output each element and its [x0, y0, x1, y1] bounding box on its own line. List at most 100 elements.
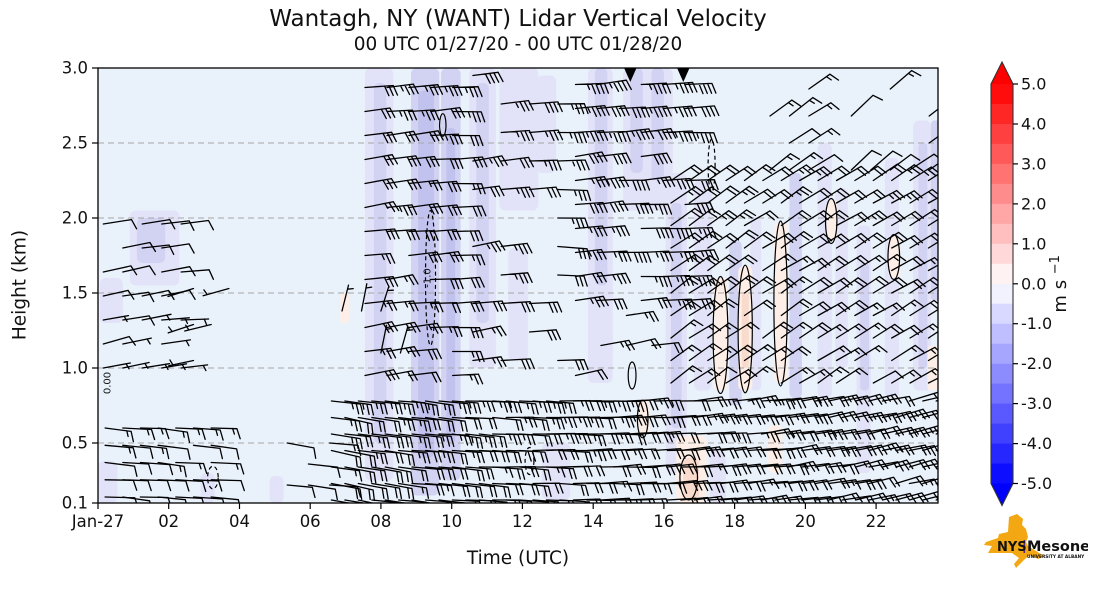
- wind-barb: [733, 397, 766, 409]
- wind-barb: [928, 135, 938, 144]
- wind-barb: [364, 107, 396, 120]
- wind-barb: [424, 433, 455, 448]
- wind-barb: [411, 400, 440, 417]
- chart-title: Wantagh, NY (WANT) Lidar Vertical Veloci…: [269, 6, 767, 32]
- wind-barb: [157, 427, 191, 444]
- plot-field: -1.0 0.00: [98, 68, 938, 503]
- wind-barb: [574, 248, 607, 261]
- y-tick-label: 0.1: [62, 494, 88, 513]
- wind-barb: [424, 449, 456, 464]
- wind-barb: [210, 479, 245, 492]
- wind-barb: [344, 466, 377, 484]
- wind-barb: [430, 180, 462, 193]
- wind-barb: [180, 219, 215, 231]
- wind-barb: [799, 322, 832, 339]
- wind-barb: [707, 447, 739, 459]
- colorbar-band: [991, 183, 1013, 205]
- wind-barb: [102, 265, 138, 276]
- wind-barb: [397, 400, 429, 414]
- wind-barb: [935, 498, 938, 501]
- wind-barb: [104, 444, 137, 459]
- wind-barb: [141, 218, 176, 230]
- wind-barb: [357, 433, 391, 449]
- wind-barb: [640, 227, 674, 239]
- colorbar-band: [991, 423, 1013, 445]
- wind-barb: [928, 108, 938, 117]
- wind-barb: [386, 109, 418, 121]
- wind-barb: [344, 482, 376, 502]
- logo-mesonet-text: Mesonet: [1027, 539, 1088, 555]
- wind-barb: [430, 325, 463, 338]
- wind-barb: [505, 400, 539, 415]
- wind-barb: [684, 249, 720, 261]
- wind-barb: [371, 416, 402, 433]
- wind-barb: [639, 498, 669, 503]
- contour-line: [627, 361, 637, 390]
- wind-barb: [424, 400, 456, 417]
- colorbar-band: [991, 223, 1013, 245]
- wind-barb: [670, 365, 703, 384]
- wind-barb: [760, 398, 796, 410]
- wind-barb: [192, 479, 223, 492]
- wind-barb: [452, 326, 484, 339]
- wind-barb: [707, 398, 742, 410]
- wind-barb: [472, 71, 504, 84]
- x-tick-label: 20: [795, 512, 816, 531]
- wind-barb: [889, 153, 921, 171]
- wind-barb: [808, 154, 844, 171]
- wind-barb: [465, 400, 496, 413]
- shading-patch: [860, 263, 869, 391]
- shading-patch: [774, 222, 788, 383]
- wind-barb: [452, 350, 485, 363]
- wind-barb: [909, 368, 938, 384]
- wind-barb: [854, 254, 889, 272]
- wind-barb: [688, 165, 721, 182]
- wind-barb: [835, 254, 870, 272]
- wind-barb: [613, 448, 648, 460]
- wind-barb: [725, 185, 759, 204]
- shading-patch: [508, 248, 528, 361]
- wind-barb: [500, 99, 534, 112]
- wind-barb: [330, 482, 363, 500]
- wind-barb: [662, 250, 698, 263]
- wind-barb: [817, 323, 849, 339]
- wind-barb: [707, 322, 739, 339]
- wind-barb: [872, 253, 907, 272]
- ny-state-shape: [984, 514, 1044, 568]
- wind-barb: [684, 131, 718, 144]
- wind-barb: [854, 345, 888, 362]
- colorbar-band: [991, 283, 1013, 305]
- wind-barb: [720, 413, 753, 425]
- wind-barb: [922, 412, 938, 419]
- wind-barb: [688, 230, 723, 249]
- wind-barb: [330, 400, 364, 415]
- wind-barb: [640, 176, 676, 188]
- wind-barb: [743, 188, 777, 204]
- wind-barb: [451, 482, 484, 499]
- wind-barb: [557, 245, 591, 260]
- wind-barb: [684, 202, 716, 214]
- contour-label: -1.0: [423, 268, 434, 288]
- shading-patch: [269, 476, 284, 503]
- top-pennant-marker: [624, 68, 637, 82]
- wind-barb: [927, 286, 938, 294]
- wind-barb: [891, 344, 925, 362]
- wind-barb: [408, 301, 444, 313]
- wind-barb: [725, 254, 758, 272]
- wind-barb: [102, 314, 130, 323]
- wind-barb: [662, 177, 695, 190]
- wind-barb: [780, 276, 813, 294]
- wind-barb: [574, 225, 608, 237]
- wind-barb: [175, 479, 207, 493]
- x-tick-label: 18: [724, 512, 745, 531]
- wind-barb: [854, 275, 889, 294]
- wind-barb: [889, 69, 922, 90]
- wind-barb: [762, 346, 794, 362]
- wind-barb: [909, 188, 938, 204]
- wind-barb: [384, 466, 414, 484]
- wind-barb: [557, 131, 588, 144]
- wind-barb: [814, 429, 848, 441]
- wind-barb: [688, 186, 721, 204]
- wind-barb: [397, 482, 430, 499]
- wind-barb: [787, 444, 823, 456]
